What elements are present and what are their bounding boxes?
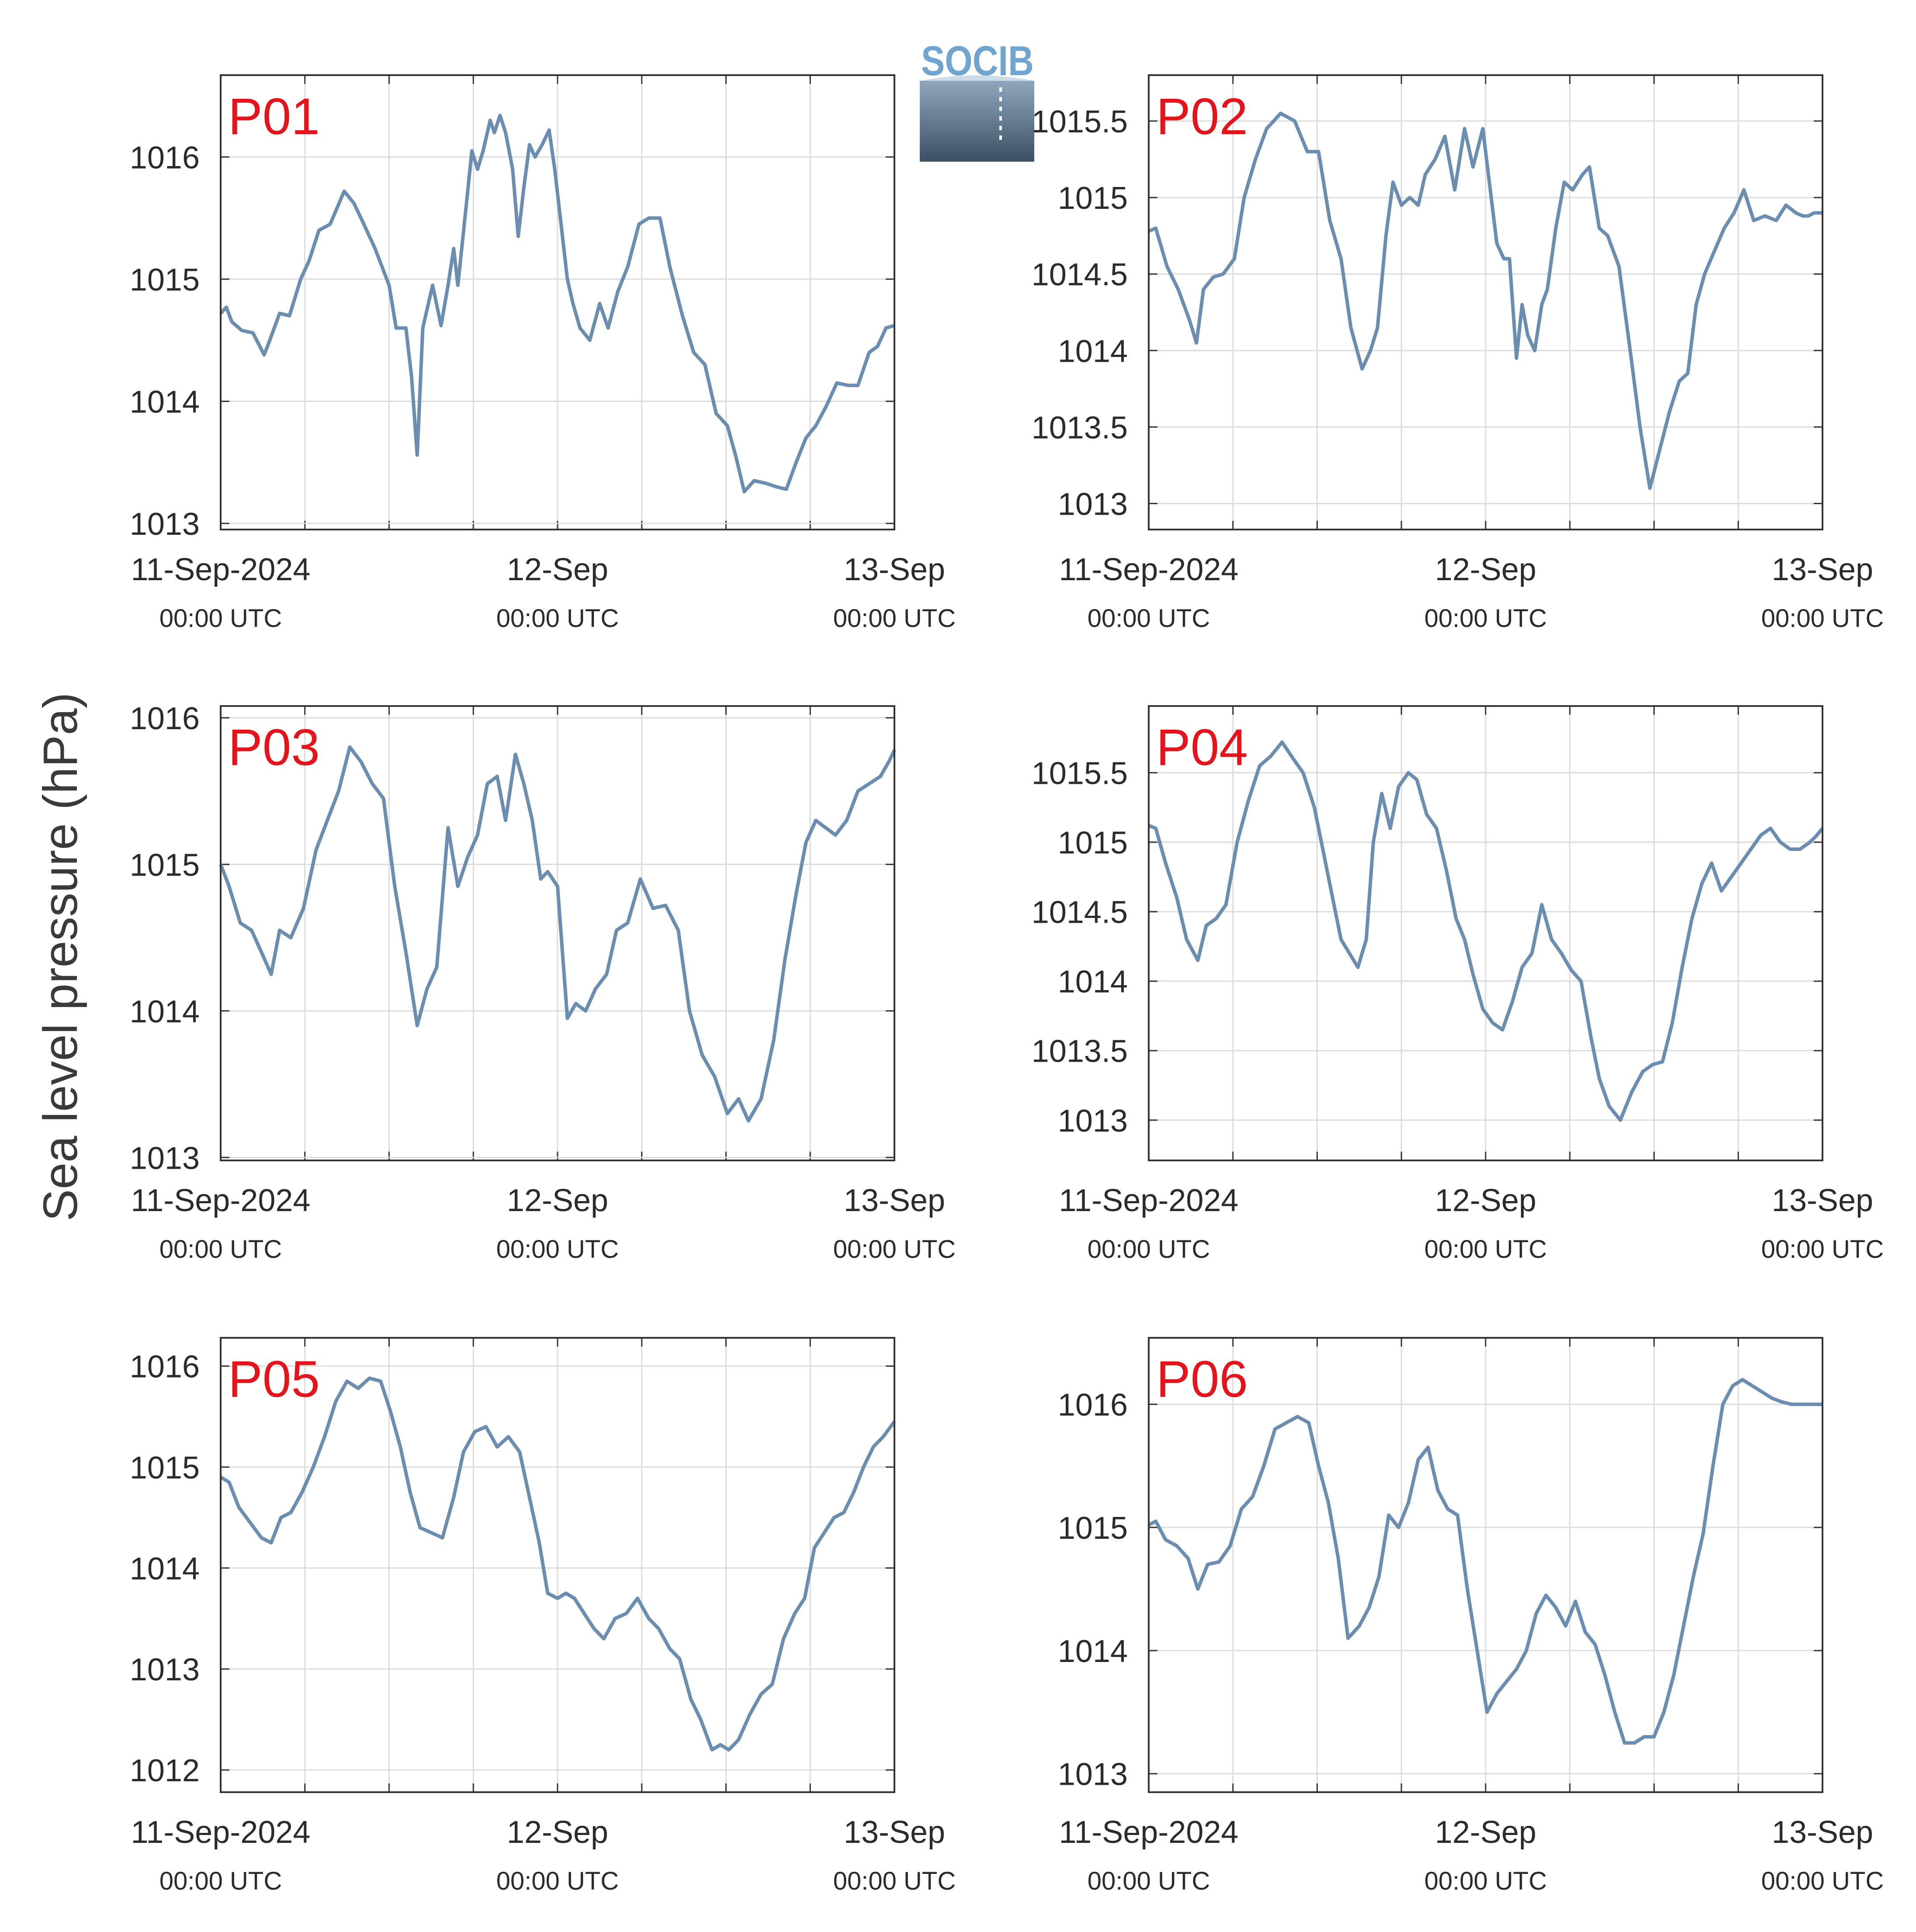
y-tick-label: 1015 <box>130 1451 200 1485</box>
logo-text: SOCIB <box>921 38 1034 84</box>
y-tick-label: 1015 <box>130 263 200 298</box>
panel-label: P02 <box>1156 88 1248 145</box>
x-tick-sublabel: 00:00 UTC <box>833 1235 956 1264</box>
y-tick-label: 1015 <box>1058 826 1128 861</box>
x-tick-label: 13-Sep <box>1772 1183 1873 1218</box>
plot-frame <box>1148 74 1823 530</box>
y-tick-label: 1016 <box>130 140 200 175</box>
socib-logo: SOCIB <box>920 38 1034 162</box>
panel-1: 1013 1014 1015 1016 P01 11-Sep-2024 00:00 UTC 1… <box>130 74 956 633</box>
plot-frame <box>220 1337 895 1793</box>
x-tick-sublabel: 00:00 UTC <box>496 1867 619 1895</box>
x-tick-sublabel: 00:00 UTC <box>1088 1235 1210 1264</box>
x-tick-sublabel: 00:00 UTC <box>496 604 619 633</box>
x-tick-sublabel: 00:00 UTC <box>1761 1235 1884 1264</box>
x-tick-label: 12-Sep <box>507 1183 608 1218</box>
plot-frame <box>220 74 895 530</box>
x-tick-label: 13-Sep <box>1772 1815 1873 1850</box>
y-tick-label: 1013 <box>130 507 200 542</box>
x-tick-label: 12-Sep <box>1435 552 1536 587</box>
y-tick-label: 1016 <box>130 701 200 736</box>
y-tick-label: 1015 <box>130 848 200 883</box>
x-tick-sublabel: 00:00 UTC <box>1088 604 1210 633</box>
x-tick-label: 11-Sep-2024 <box>131 1183 311 1218</box>
y-tick-label: 1014 <box>130 994 200 1029</box>
y-tick-label: 1015.5 <box>1032 756 1128 791</box>
x-tick-sublabel: 00:00 UTC <box>1761 604 1884 633</box>
series-line-P05 <box>219 1376 896 1752</box>
plot-frame <box>1148 1337 1823 1793</box>
x-tick-sublabel: 00:00 UTC <box>159 604 282 633</box>
x-tick-sublabel: 00:00 UTC <box>1424 1867 1547 1895</box>
y-axis-label: Sea level pressure (hPa) <box>34 692 87 1222</box>
panel-2: 1013 1013.5 1014 1014.5 1015 1015.5 P02 11-Sep-… <box>1032 74 1884 633</box>
x-tick-sublabel: 00:00 UTC <box>159 1867 282 1895</box>
panel-label: P01 <box>228 88 320 145</box>
x-tick-label: 11-Sep-2024 <box>131 1815 311 1850</box>
x-tick-label: 13-Sep <box>1772 552 1873 587</box>
x-tick-sublabel: 00:00 UTC <box>833 604 956 633</box>
x-tick-label: 11-Sep-2024 <box>1059 552 1239 587</box>
x-tick-sublabel: 00:00 UTC <box>833 1867 956 1895</box>
y-tick-label: 1013 <box>1058 1757 1128 1792</box>
x-tick-label: 11-Sep-2024 <box>1059 1183 1239 1218</box>
y-tick-label: 1013 <box>1058 1104 1128 1139</box>
plot-frame <box>1148 705 1823 1161</box>
panel-label: P05 <box>228 1350 320 1408</box>
y-tick-label: 1013 <box>130 1652 200 1687</box>
y-tick-label: 1013 <box>130 1141 200 1176</box>
x-tick-sublabel: 00:00 UTC <box>1424 604 1547 633</box>
x-tick-label: 13-Sep <box>844 1183 945 1218</box>
x-tick-label: 12-Sep <box>507 1815 608 1850</box>
x-tick-label: 11-Sep-2024 <box>1059 1815 1239 1850</box>
x-tick-sublabel: 00:00 UTC <box>1761 1867 1884 1895</box>
y-tick-label: 1013 <box>1058 487 1128 522</box>
x-tick-sublabel: 00:00 UTC <box>496 1235 619 1264</box>
y-tick-label: 1013.5 <box>1032 1034 1128 1069</box>
y-tick-label: 1014.5 <box>1032 257 1128 292</box>
y-tick-label: 1015 <box>1058 181 1128 216</box>
y-tick-label: 1014.5 <box>1032 895 1128 930</box>
panel-label: P04 <box>1156 719 1248 776</box>
x-tick-sublabel: 00:00 UTC <box>1424 1235 1547 1264</box>
y-tick-label: 1012 <box>130 1753 200 1788</box>
x-tick-sublabel: 00:00 UTC <box>159 1235 282 1264</box>
x-tick-label: 13-Sep <box>844 1815 945 1850</box>
panel-3: 1013 1014 1015 1016 P03 11-Sep-2024 00:00 UTC 1… <box>130 701 956 1264</box>
y-tick-label: 1014 <box>130 1551 200 1586</box>
y-tick-label: 1015.5 <box>1032 104 1128 139</box>
y-tick-label: 1013.5 <box>1032 410 1128 445</box>
series-line-P04 <box>1148 740 1824 1122</box>
series-line-P01 <box>219 114 895 494</box>
y-tick-label: 1015 <box>1058 1511 1128 1546</box>
panel-4: 1013 1013.5 1014 1014.5 1015 1015.5 P04 11-Sep-… <box>1032 705 1884 1264</box>
y-tick-label: 1016 <box>130 1350 200 1385</box>
x-tick-label: 12-Sep <box>1435 1815 1536 1850</box>
x-tick-label: 12-Sep <box>507 552 608 587</box>
x-tick-label: 11-Sep-2024 <box>131 552 311 587</box>
x-tick-label: 13-Sep <box>844 552 945 587</box>
y-tick-label: 1014 <box>130 384 200 419</box>
series-line-P03 <box>219 745 896 1123</box>
y-tick-label: 1014 <box>1058 1634 1128 1669</box>
panel-label: P06 <box>1156 1350 1248 1408</box>
y-tick-label: 1016 <box>1058 1388 1128 1423</box>
plot-frame <box>220 705 895 1161</box>
series-line-P06 <box>1148 1378 1822 1745</box>
y-tick-label: 1014 <box>1058 334 1128 369</box>
panel-label: P03 <box>228 719 320 776</box>
x-tick-label: 12-Sep <box>1435 1183 1536 1218</box>
panel-6: 1013 1014 1015 1016 P06 11-Sep-2024 00:00 UTC 1… <box>1058 1337 1884 1895</box>
panel-5: 1012 1013 1014 1015 1016 P05 11-Sep-2024 00:00 … <box>130 1337 956 1895</box>
x-tick-sublabel: 00:00 UTC <box>1088 1867 1210 1895</box>
series-line-P02 <box>1148 111 1822 490</box>
y-tick-label: 1014 <box>1058 965 1128 1000</box>
